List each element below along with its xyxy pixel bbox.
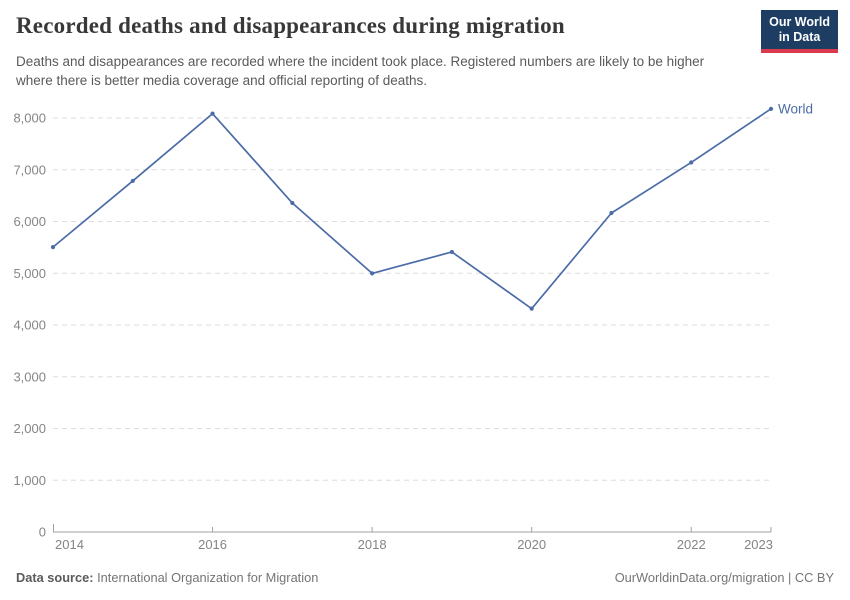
data-point [290, 200, 295, 206]
y-tick-label: 1,000 [13, 473, 46, 488]
y-tick-label: 8,000 [13, 111, 46, 126]
credit-link[interactable]: OurWorldinData.org/migration | CC BY [614, 570, 834, 585]
y-tick-label: 2,000 [13, 421, 46, 436]
x-tick-label: 2016 [198, 537, 227, 552]
data-point [768, 106, 774, 111]
owid-logo-line2: in Data [778, 30, 821, 44]
data-source-value: International Organization for Migration [97, 570, 319, 585]
y-tick-label: 7,000 [13, 162, 46, 177]
data-point [529, 306, 534, 311]
x-tick-label: 2018 [358, 537, 387, 552]
x-tick-label: 2014 [55, 537, 84, 552]
data-point [689, 160, 694, 165]
y-tick-label: 3,000 [13, 369, 46, 384]
data-point [210, 111, 215, 116]
x-tick-label: 2023 [744, 537, 773, 552]
data-point [130, 178, 135, 184]
x-tick-label: 2022 [677, 537, 706, 552]
data-point [449, 249, 454, 255]
y-tick-label: 0 [39, 525, 46, 540]
data-point [609, 210, 614, 216]
owid-logo: Our World in Data [761, 10, 838, 53]
y-tick-label: 5,000 [13, 266, 46, 281]
y-tick-label: 4,000 [13, 318, 46, 333]
page-title: Recorded deaths and disappearances durin… [16, 13, 565, 38]
chart-subtitle: Deaths and disappearances are recorded w… [16, 54, 705, 88]
y-tick-label: 6,000 [13, 214, 46, 229]
data-source-label: Data source: [16, 570, 94, 585]
owid-logo-line1: Our World [769, 15, 830, 29]
data-source: Data source: International Organization … [16, 570, 318, 585]
series-label-world: World [778, 101, 813, 116]
data-point [50, 245, 56, 250]
data-point [370, 271, 375, 276]
x-tick-label: 2020 [517, 537, 546, 552]
series-line-world [52, 107, 772, 310]
